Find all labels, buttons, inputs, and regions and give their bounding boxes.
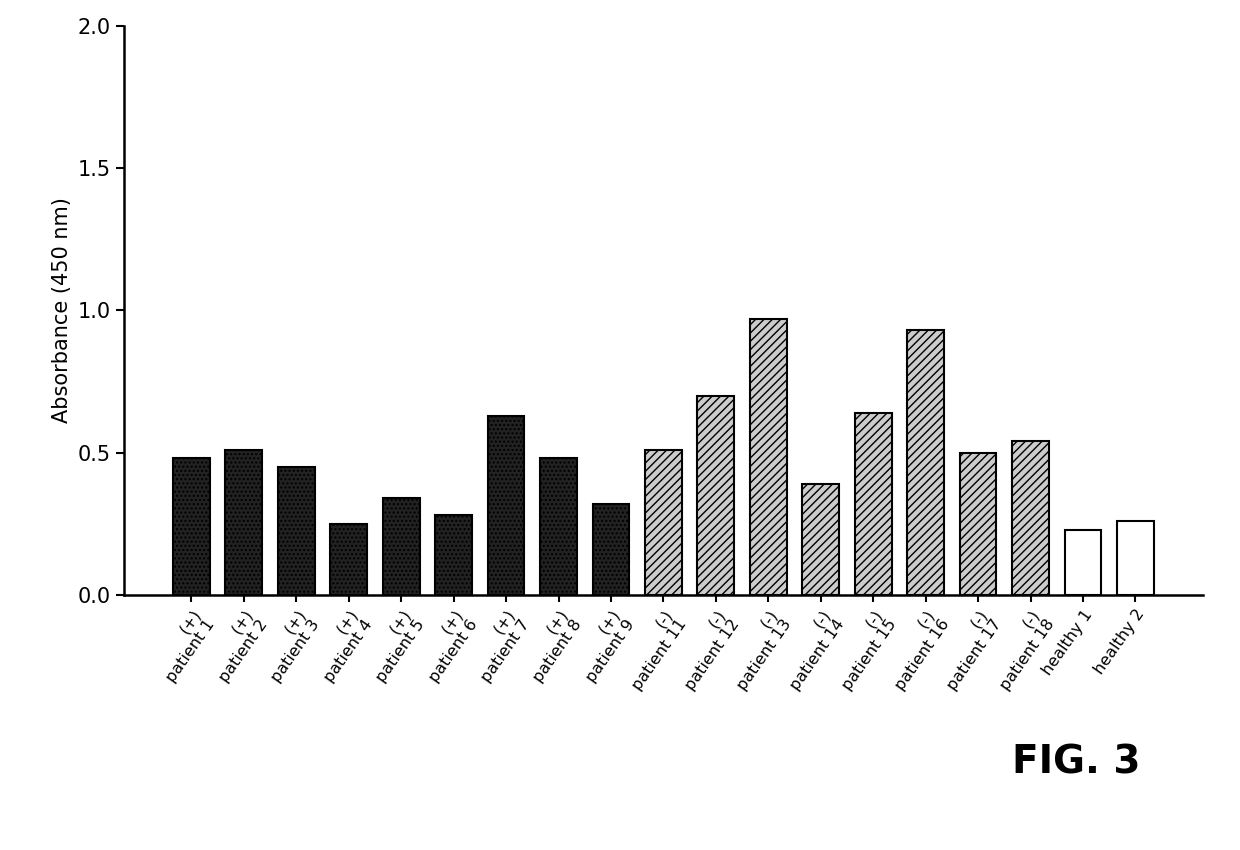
Bar (330, 524, 367, 595)
Bar (487, 416, 525, 595)
Bar (541, 458, 577, 595)
Text: FIG. 3: FIG. 3 (1012, 744, 1141, 782)
Bar (854, 413, 892, 595)
Bar (960, 452, 997, 595)
Bar (1012, 441, 1049, 595)
Bar (226, 450, 262, 595)
Bar (697, 396, 734, 595)
Bar (383, 498, 419, 595)
Bar (802, 484, 839, 595)
Bar (1065, 530, 1101, 595)
Bar (593, 504, 630, 595)
Bar (750, 319, 786, 595)
Bar (1117, 521, 1153, 595)
Y-axis label: Absorbance (450 nm): Absorbance (450 nm) (52, 197, 72, 423)
Bar (278, 467, 315, 595)
Bar (174, 458, 210, 595)
Bar (645, 450, 682, 595)
Bar (435, 515, 472, 595)
Bar (908, 330, 944, 595)
